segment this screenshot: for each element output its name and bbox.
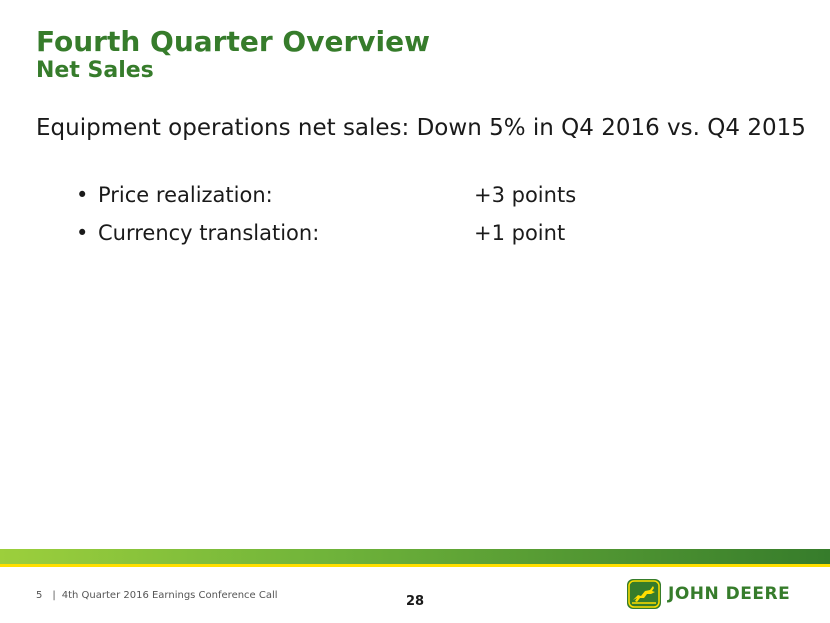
headline-text: Equipment operations net sales: Down 5% … — [36, 115, 806, 141]
leaping-deer-icon — [627, 579, 661, 609]
bullet-label: Currency translation: — [98, 221, 320, 245]
bullet-icon: • — [76, 183, 89, 207]
footer-separator: | — [52, 590, 56, 601]
slide-title: Fourth Quarter Overview — [36, 25, 430, 58]
footer-yellow-stripe — [0, 564, 830, 567]
event-name: 4th Quarter 2016 Earnings Conference Cal… — [61, 590, 278, 601]
bullet-list: • Price realization: +3 points • Currenc… — [76, 182, 576, 258]
bullet-label: Price realization: — [98, 183, 273, 207]
bullet-item-currency-translation: • Currency translation: +1 point — [76, 220, 576, 246]
bullet-value: +1 point — [474, 221, 566, 245]
logo-wordmark: JOHN DEERE — [668, 584, 791, 604]
bullet-value: +3 points — [474, 183, 577, 207]
slide-subtitle: Net Sales — [36, 58, 154, 83]
footer-info: 5 | 4th Quarter 2016 Earnings Conference C… — [36, 590, 278, 601]
page-number: 28 — [405, 594, 425, 609]
bullet-icon: • — [76, 221, 89, 245]
slide-number: 5 — [36, 590, 43, 601]
bullet-item-price-realization: • Price realization: +3 points — [76, 182, 576, 208]
footer-green-band — [0, 549, 830, 564]
john-deere-logo: JOHN DEERE — [626, 578, 790, 610]
